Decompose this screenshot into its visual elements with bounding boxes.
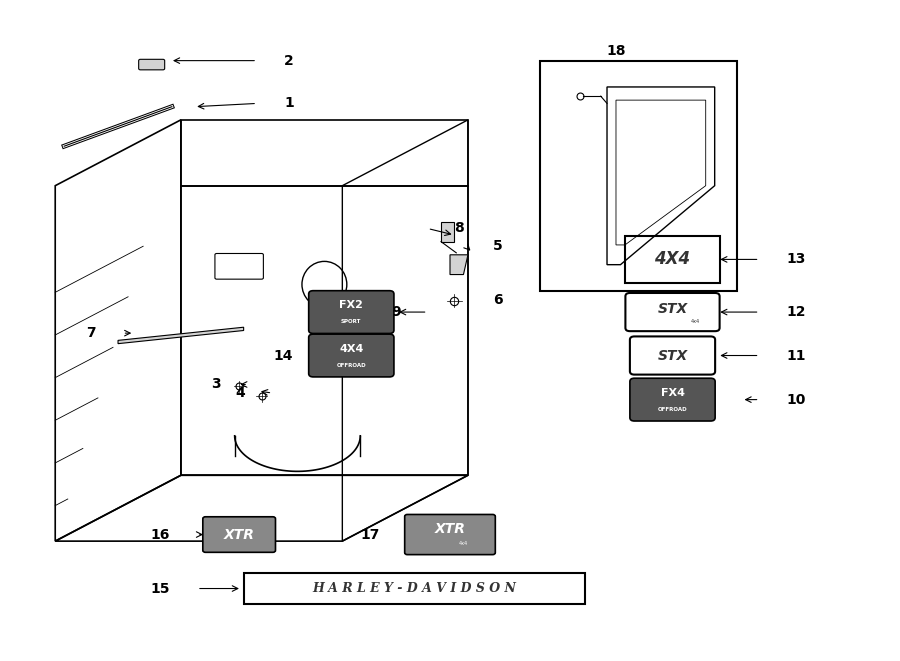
Text: 4x4: 4x4 bbox=[459, 541, 468, 546]
Text: 13: 13 bbox=[787, 253, 806, 266]
Text: 8: 8 bbox=[454, 221, 464, 235]
Text: 10: 10 bbox=[787, 393, 806, 407]
FancyBboxPatch shape bbox=[139, 59, 165, 70]
Text: 16: 16 bbox=[150, 527, 170, 541]
Text: OFFROAD: OFFROAD bbox=[337, 363, 366, 368]
Text: 7: 7 bbox=[86, 326, 95, 340]
Text: SPORT: SPORT bbox=[341, 319, 362, 325]
FancyBboxPatch shape bbox=[630, 378, 716, 421]
Text: 5: 5 bbox=[493, 239, 503, 253]
Text: XTR: XTR bbox=[224, 527, 255, 541]
Text: OFFROAD: OFFROAD bbox=[658, 407, 688, 412]
Text: 14: 14 bbox=[274, 348, 293, 362]
Text: STX: STX bbox=[657, 302, 688, 316]
Text: 18: 18 bbox=[607, 44, 625, 58]
Text: 11: 11 bbox=[787, 348, 806, 362]
Text: H A R L E Y - D A V I D S O N: H A R L E Y - D A V I D S O N bbox=[312, 582, 516, 595]
Text: 4X4: 4X4 bbox=[654, 251, 690, 268]
Bar bbox=[626, 236, 720, 283]
Text: XTR: XTR bbox=[435, 522, 465, 536]
Bar bbox=[540, 61, 737, 291]
Text: 9: 9 bbox=[391, 305, 401, 319]
Polygon shape bbox=[441, 222, 454, 242]
FancyBboxPatch shape bbox=[626, 293, 720, 331]
Text: 3: 3 bbox=[212, 377, 221, 391]
FancyBboxPatch shape bbox=[309, 291, 394, 333]
Bar bbox=[244, 572, 585, 604]
Text: 4X4: 4X4 bbox=[339, 344, 364, 354]
Text: 12: 12 bbox=[787, 305, 806, 319]
Text: 1: 1 bbox=[284, 97, 293, 110]
FancyBboxPatch shape bbox=[309, 334, 394, 377]
FancyBboxPatch shape bbox=[202, 517, 275, 553]
Text: 15: 15 bbox=[150, 582, 170, 596]
Text: 4: 4 bbox=[236, 386, 246, 400]
FancyBboxPatch shape bbox=[405, 514, 495, 555]
Text: STX: STX bbox=[657, 348, 688, 362]
Polygon shape bbox=[450, 254, 468, 274]
Text: 2: 2 bbox=[284, 54, 293, 67]
Text: FX2: FX2 bbox=[339, 301, 364, 311]
Text: 6: 6 bbox=[493, 293, 503, 307]
Polygon shape bbox=[118, 327, 244, 344]
Text: 17: 17 bbox=[361, 527, 380, 541]
FancyBboxPatch shape bbox=[630, 336, 716, 375]
Text: 4x4: 4x4 bbox=[690, 319, 699, 325]
Text: FX4: FX4 bbox=[661, 388, 685, 398]
